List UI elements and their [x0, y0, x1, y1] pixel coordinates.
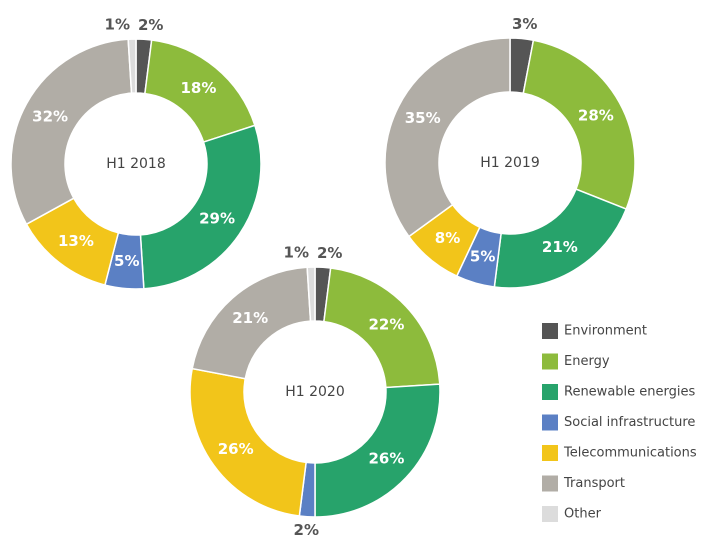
data-label: 29%: [199, 210, 235, 228]
center-title: H1 2020: [285, 384, 345, 400]
legend-swatch: [542, 384, 558, 400]
donut-slice: [10, 38, 133, 226]
donut-slice: [127, 38, 137, 94]
donut-slice: [522, 39, 636, 210]
legend-label: Energy: [564, 354, 610, 369]
donut-slice: [314, 383, 441, 518]
donut-slice: [139, 124, 262, 290]
donut-slice: [323, 267, 441, 389]
legend-swatch: [542, 445, 558, 461]
donut-slice: [306, 266, 316, 322]
legend-label: Renewable energies: [564, 385, 695, 400]
data-label: 1%: [284, 244, 309, 262]
data-label: 21%: [232, 309, 268, 327]
legend-swatch: [542, 323, 558, 339]
legend-swatch: [542, 353, 558, 370]
data-label: 2%: [294, 521, 319, 539]
legend-label: Other: [564, 507, 602, 522]
legend-swatch: [542, 506, 558, 522]
data-label: 13%: [58, 232, 94, 250]
data-label: 8%: [435, 229, 460, 247]
data-label: 5%: [470, 248, 495, 266]
data-label: 2%: [138, 16, 163, 34]
data-label: 28%: [578, 106, 614, 124]
data-label: 1%: [105, 16, 130, 34]
data-label: 18%: [181, 79, 217, 97]
donut-slice: [189, 367, 307, 517]
data-label: 21%: [542, 238, 578, 256]
legend-label: Telecommunications: [563, 446, 697, 461]
legend-swatch: [542, 475, 558, 492]
legend-swatch: [542, 414, 558, 431]
data-label: 3%: [512, 15, 537, 33]
data-label: 32%: [32, 107, 68, 125]
data-label: 2%: [317, 244, 342, 262]
data-label: 5%: [114, 252, 139, 270]
legend-label: Social infrastructure: [564, 415, 695, 430]
center-title: H1 2019: [480, 155, 540, 171]
data-label: 35%: [405, 109, 441, 127]
donut-slice: [384, 37, 511, 238]
legend-label: Environment: [564, 324, 647, 339]
data-label: 22%: [368, 315, 404, 333]
data-label: 26%: [368, 450, 404, 468]
data-label: 26%: [218, 440, 254, 458]
center-title: H1 2018: [106, 156, 166, 172]
legend-label: Transport: [563, 476, 625, 491]
